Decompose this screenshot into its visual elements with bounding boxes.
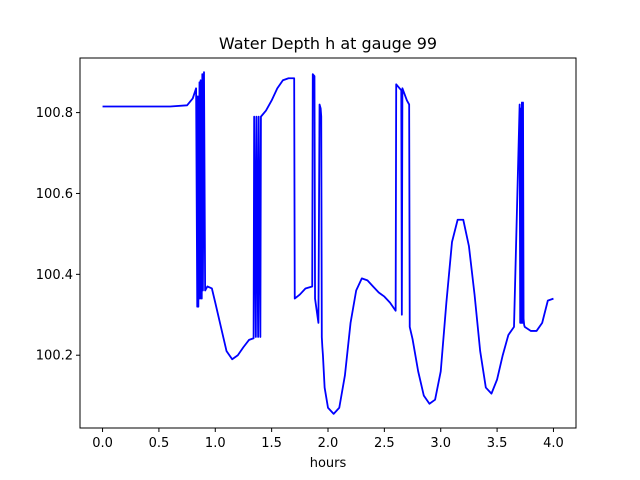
series-line-water-depth: [102, 71, 554, 415]
y-tick-label: 100.2: [36, 349, 73, 364]
x-axis-label: hours: [310, 456, 347, 471]
y-tick-label: 100.8: [36, 106, 73, 121]
x-tick-label: 1.5: [261, 436, 282, 451]
series-layer: [102, 71, 554, 415]
x-tick-label: 3.0: [430, 436, 451, 451]
x-tick-label: 2.0: [318, 436, 339, 451]
y-tick-label: 100.6: [36, 187, 73, 202]
x-axis: 0.0 0.5 1.0 1.5 2.0 2.5 3.0 3.5 4.0: [92, 428, 564, 451]
plot-background: [80, 58, 576, 428]
y-axis: 100.2 100.4 100.6 100.8: [36, 106, 80, 364]
x-tick-label: 2.5: [374, 436, 395, 451]
x-tick-label: 0.5: [149, 436, 170, 451]
x-tick-label: 0.0: [92, 436, 113, 451]
x-tick-label: 3.5: [487, 436, 508, 451]
x-tick-label: 4.0: [543, 436, 564, 451]
x-tick-label: 1.0: [205, 436, 226, 451]
y-tick-label: 100.4: [36, 268, 73, 283]
chart-title: Water Depth h at gauge 99: [219, 34, 437, 53]
